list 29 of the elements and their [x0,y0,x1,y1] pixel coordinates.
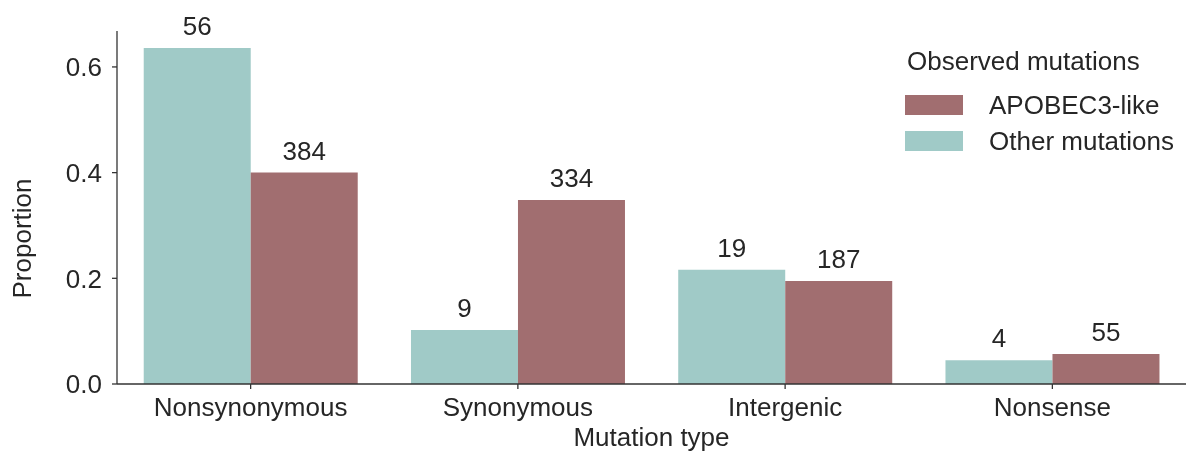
bar [678,269,786,384]
annotation: 56 [182,10,212,41]
bar [785,280,893,384]
bar [1052,353,1160,384]
x-tick-label: Synonymous [442,392,594,423]
legend-title: Observed mutations [906,46,1141,76]
y-tick-label: 0.2 [65,263,102,294]
annotation: 55 [1091,316,1121,347]
annotation: 9 [457,293,472,324]
bar [143,47,251,384]
bar [410,330,518,384]
bar [517,200,625,384]
legend-label: APOBEC3-like [989,90,1160,120]
x-tick-label: Intergenic [728,392,843,423]
x-tick-label: Nonsynonymous [153,392,348,423]
x-tick-label: Nonsense [993,392,1111,423]
annotation: 4 [991,323,1007,354]
y-tick-label: 0.6 [65,52,102,83]
x-axis-title: Mutation type [573,422,730,452]
bar [945,360,1053,384]
annotation: 334 [549,163,594,194]
y-axis-title: Proportion [7,178,37,299]
y-tick-label: 0.0 [65,369,102,400]
bar [250,172,358,384]
annotation: 384 [282,135,326,166]
annotation: 19 [717,232,747,263]
y-tick-label: 0.4 [65,157,102,188]
legend-label: Other mutations [989,126,1174,156]
annotation: 187 [817,243,861,274]
